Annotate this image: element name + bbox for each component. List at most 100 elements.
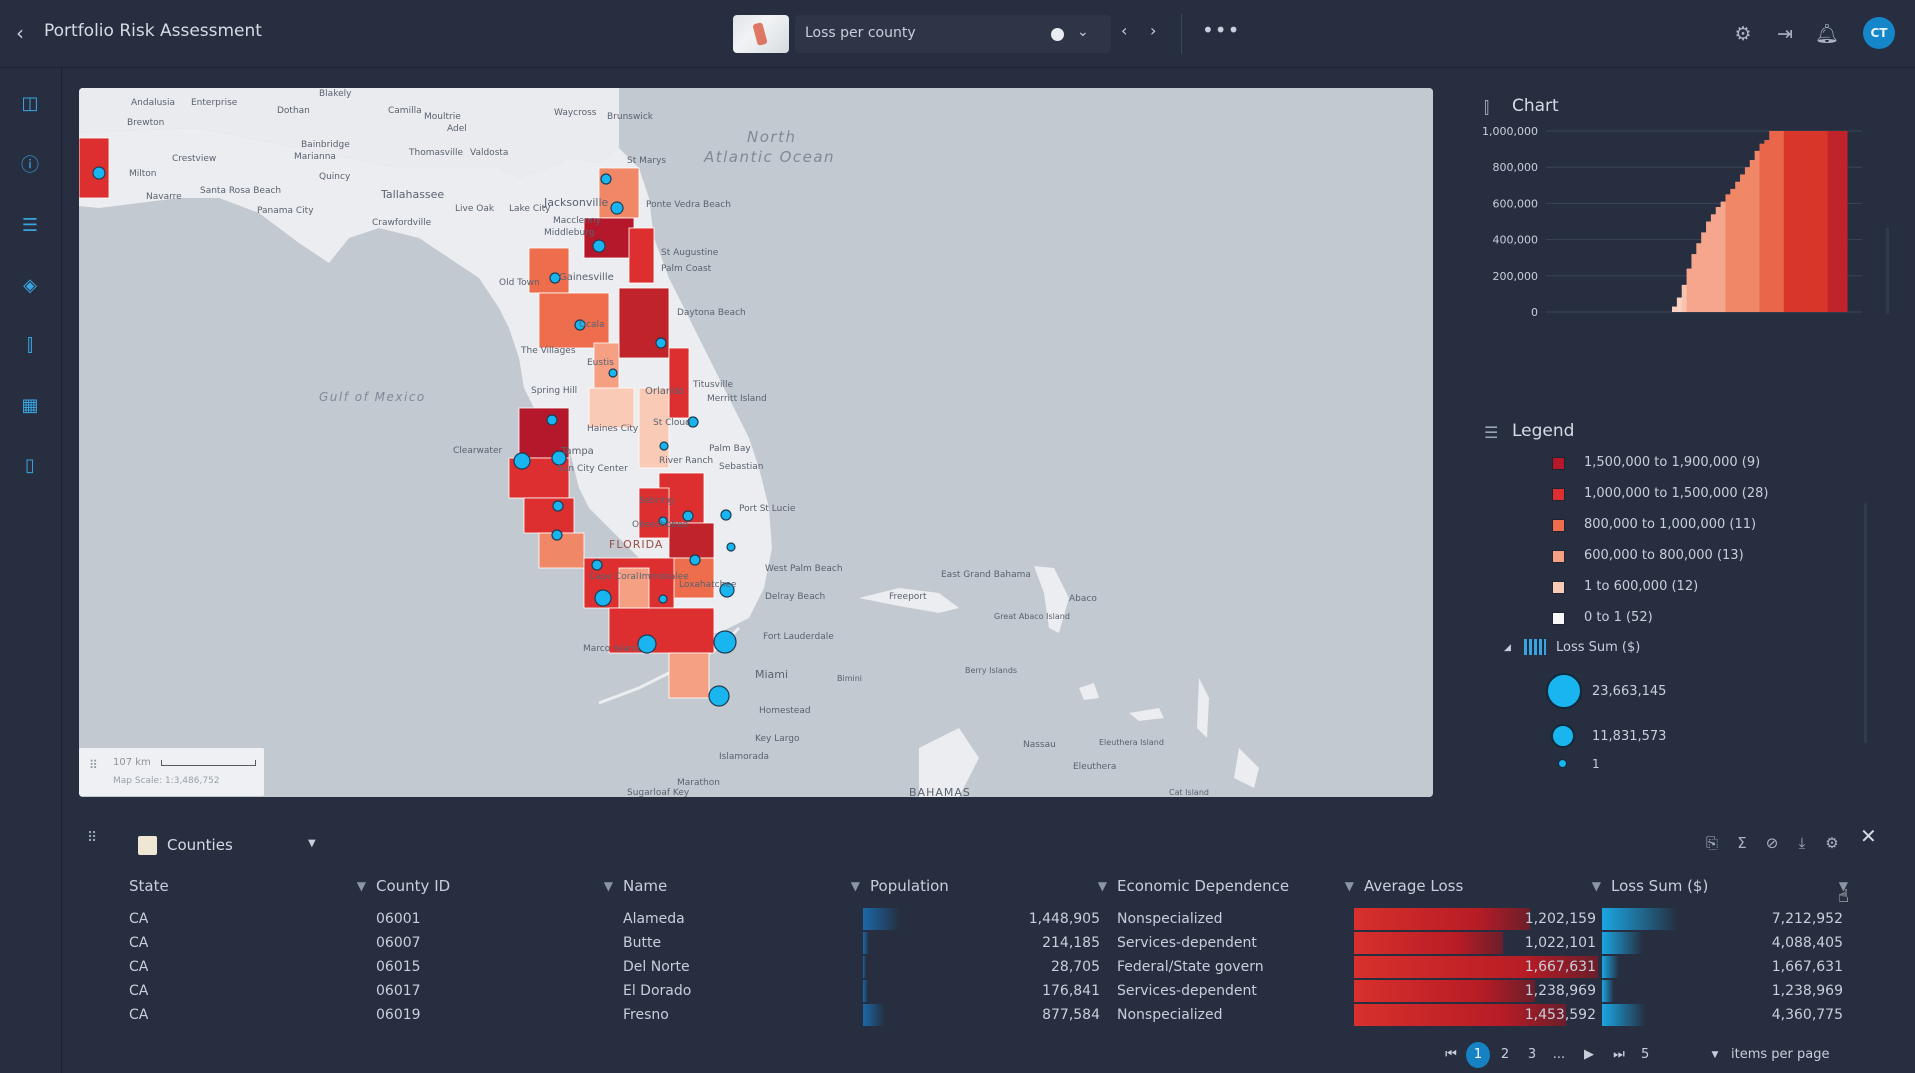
- map-thumbnail[interactable]: [733, 15, 789, 53]
- chart-bar[interactable]: [1817, 131, 1824, 312]
- drag-handle-icon[interactable]: ⠿: [89, 758, 98, 772]
- book-icon[interactable]: ▯: [25, 455, 35, 476]
- chart-bar[interactable]: [1672, 306, 1678, 312]
- filter-icon[interactable]: ▼: [356, 879, 366, 893]
- chart-bar[interactable]: [1842, 131, 1848, 312]
- chart-bar[interactable]: [1778, 131, 1785, 312]
- chart-bar[interactable]: [1759, 143, 1765, 312]
- back-icon[interactable]: ‹: [16, 21, 24, 45]
- sum-icon[interactable]: Σ: [1737, 834, 1747, 852]
- column-header-county-id[interactable]: County ID ▼: [376, 872, 613, 902]
- column-header-average-loss[interactable]: Average Loss ▼: [1364, 872, 1601, 902]
- place-label: Spring Hill: [531, 386, 578, 396]
- column-header-loss-sum[interactable]: Loss Sum ($) ▼: [1611, 872, 1848, 902]
- chart-bar[interactable]: [1740, 174, 1746, 312]
- chart-bar[interactable]: [1701, 232, 1707, 312]
- chart-scrollbar[interactable]: [1886, 228, 1889, 314]
- drag-handle-icon[interactable]: ⠿: [87, 830, 98, 846]
- avatar[interactable]: CT: [1863, 17, 1895, 49]
- list-icon[interactable]: ☰: [21, 215, 39, 236]
- notification-bell-icon[interactable]: 🔔︎: [1815, 23, 1840, 45]
- table-settings-gear-icon[interactable]: ⚙: [1825, 834, 1839, 852]
- settings-gear-icon[interactable]: ⚙: [1734, 23, 1752, 45]
- chart-bar[interactable]: [1793, 131, 1799, 312]
- chart-bar[interactable]: [1769, 131, 1775, 312]
- chart-bar[interactable]: [1696, 243, 1702, 312]
- filter-icon[interactable]: ▼: [1097, 879, 1107, 893]
- chart-bar[interactable]: [1774, 131, 1780, 312]
- chart-bar[interactable]: [1706, 221, 1712, 313]
- chart-bar[interactable]: [1808, 131, 1814, 312]
- chart-bar[interactable]: [1832, 131, 1838, 312]
- page-2-button[interactable]: 2: [1500, 1047, 1510, 1062]
- chart-bar[interactable]: [1715, 207, 1722, 312]
- map-selector[interactable]: Loss per county ⌄: [795, 15, 1111, 53]
- filter-icon[interactable]: ▼: [603, 879, 613, 893]
- previous-map-button[interactable]: ‹: [1121, 21, 1128, 40]
- filter-icon[interactable]: ▼: [1591, 879, 1601, 893]
- column-header-name[interactable]: Name ▼: [623, 872, 860, 902]
- chart-bar[interactable]: [1812, 131, 1819, 312]
- last-page-icon[interactable]: ⏭: [1613, 1047, 1625, 1062]
- layers-icon[interactable]: ◈: [23, 275, 37, 296]
- chart-bar[interactable]: [1803, 131, 1809, 312]
- map-icon[interactable]: ◫: [21, 93, 39, 114]
- chart-bar[interactable]: [1827, 131, 1833, 312]
- chevron-down-icon[interactable]: ⌄: [1077, 24, 1089, 40]
- column-header-population[interactable]: Population ▼: [870, 872, 1107, 902]
- copy-icon[interactable]: ⎘: [1705, 834, 1718, 852]
- chart-bar[interactable]: [1710, 214, 1717, 312]
- chart-bar[interactable]: [1730, 188, 1736, 312]
- chart-bar[interactable]: [1681, 284, 1688, 312]
- map-canvas[interactable]: [79, 88, 1433, 797]
- chart-bar[interactable]: [1744, 167, 1751, 312]
- filter-icon[interactable]: ▼: [1838, 879, 1848, 893]
- collapse-arrow-icon[interactable]: ◢: [1504, 643, 1511, 653]
- chart-bar[interactable]: [1749, 159, 1756, 312]
- items-per-page-select[interactable]: 5: [1641, 1047, 1650, 1062]
- chart-bar[interactable]: [1783, 131, 1790, 312]
- chart-bar[interactable]: [1735, 181, 1741, 312]
- chart-bar[interactable]: [1798, 131, 1804, 312]
- table-cell-state: CA: [129, 959, 149, 975]
- table-icon[interactable]: ▦: [21, 395, 39, 416]
- table-row[interactable]: CA 06015 Del Norte 28,705 Federal/State gove…: [79, 956, 1895, 979]
- more-options-icon[interactable]: •••: [1202, 18, 1241, 42]
- chart-icon[interactable]: ⫿: [27, 335, 33, 356]
- page-title: Portfolio Risk Assessment: [44, 21, 262, 41]
- table-row[interactable]: CA 06001 Alameda 1,448,905 Nonspecialized 1,2…: [79, 908, 1895, 931]
- table-row[interactable]: CA 06017 El Dorado 176,841 Services-dependen…: [79, 980, 1895, 1003]
- info-icon[interactable]: ⓘ: [21, 155, 39, 176]
- table-row[interactable]: CA 06007 Butte 214,185 Services-dependent 1,0…: [79, 932, 1895, 955]
- layer-dropdown[interactable]: Counties ▼: [122, 828, 325, 858]
- logout-icon[interactable]: ⇥: [1777, 23, 1793, 45]
- column-header-state[interactable]: State ▼: [129, 872, 366, 902]
- table-row[interactable]: CA 06019 Fresno 877,584 Nonspecialized 1,453,…: [79, 1004, 1895, 1027]
- map-view[interactable]: North Atlantic Ocean Gulf of Mexico Anda…: [79, 88, 1433, 797]
- filter-icon[interactable]: ▼: [850, 879, 860, 893]
- filter-icon[interactable]: ▼: [1344, 879, 1354, 893]
- dropdown-caret-icon[interactable]: ▼: [308, 838, 316, 849]
- chart-bar[interactable]: [1764, 140, 1770, 312]
- chart-bar[interactable]: [1837, 131, 1843, 312]
- first-page-icon[interactable]: ⏮: [1445, 1047, 1457, 1062]
- column-header-economic-dependence[interactable]: Economic Dependence ▼: [1117, 872, 1354, 902]
- next-page-icon[interactable]: ▶: [1584, 1047, 1594, 1062]
- chart-bar[interactable]: [1822, 131, 1829, 312]
- legend-scrollbar[interactable]: [1864, 503, 1867, 743]
- chart-bar[interactable]: [1686, 268, 1692, 312]
- page-3-button[interactable]: 3: [1527, 1047, 1537, 1062]
- chevron-down-icon[interactable]: ▼: [1711, 1050, 1719, 1060]
- download-icon[interactable]: ⤓: [1798, 834, 1806, 852]
- chart-bar[interactable]: [1676, 297, 1683, 312]
- chart-bar[interactable]: [1725, 194, 1731, 312]
- next-map-button[interactable]: ›: [1150, 21, 1157, 40]
- page-1-button[interactable]: 1: [1466, 1042, 1490, 1068]
- chart-bar[interactable]: [1691, 254, 1697, 312]
- zoom-to-icon[interactable]: ⊘: [1765, 834, 1779, 852]
- close-icon[interactable]: ✕: [1860, 824, 1877, 848]
- chart-bar[interactable]: [1720, 201, 1726, 312]
- more-pages-ellipsis[interactable]: ...: [1552, 1047, 1566, 1062]
- chart-bar[interactable]: [1788, 131, 1795, 312]
- chart-bar[interactable]: [1754, 150, 1760, 312]
